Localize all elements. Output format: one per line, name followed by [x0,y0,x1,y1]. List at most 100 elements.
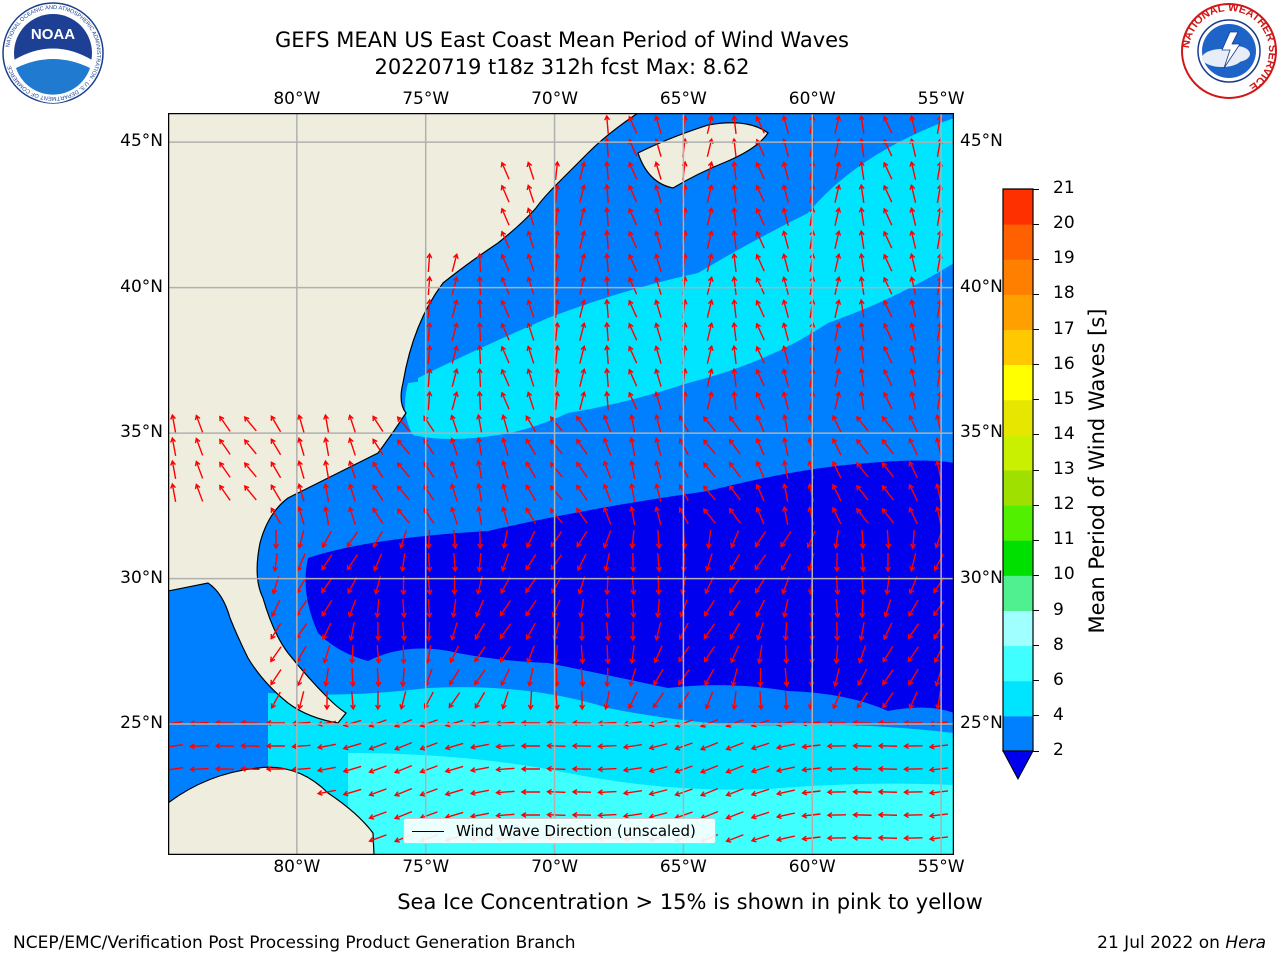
wind-wave-arrow [630,598,637,619]
wind-wave-arrow [368,834,387,843]
wind-wave-arrow [826,812,847,819]
wind-wave-arrow [883,230,893,249]
wind-wave-arrow [604,114,611,135]
wind-wave-arrow [579,390,587,410]
colorbar-tick-label: 12 [1053,494,1075,515]
wind-wave-arrow [604,667,611,688]
wind-wave-arrow [444,742,464,751]
wind-wave-arrow [928,835,949,842]
sea-ice-note: Sea Ice Concentration > 15% is shown in … [397,890,983,914]
wind-wave-arrow [834,160,842,180]
wind-wave-arrow [602,530,612,549]
wind-wave-arrow [219,438,231,455]
wind-wave-arrow [775,743,795,751]
wind-wave-arrow [654,253,662,272]
wind-wave-arrow [375,621,382,642]
wind-wave-arrow [706,275,714,295]
wind-wave-arrow [373,553,383,572]
wind-wave-arrow [396,416,410,432]
wind-wave-arrow [652,692,665,709]
wind-wave-arrow [725,834,744,843]
wind-wave-arrow [654,276,662,295]
colorbar-tick-mark [1033,539,1039,541]
lat-tick-right: 40°N [960,276,1003,297]
wind-wave-arrow [628,368,638,387]
wind-wave-arrow [500,161,510,180]
colorbar-segment [1003,680,1033,717]
wind-wave-arrow [316,766,336,773]
wind-wave-arrow [881,415,895,432]
wind-wave-arrow [909,298,917,318]
wind-wave-arrow [859,552,866,573]
wind-wave-arrow [729,553,741,571]
legend-line-swatch [412,830,444,832]
wind-wave-arrow [783,667,790,688]
wind-wave-arrow [297,437,305,456]
wind-wave-arrow [449,460,458,479]
wind-wave-arrow [755,253,765,272]
wind-wave-arrow [240,742,260,749]
wind-wave-arrow [750,742,770,751]
wind-wave-arrow [170,436,177,456]
wind-wave-arrow [629,413,636,433]
wind-wave-arrow [826,789,847,796]
wind-wave-arrow [655,529,662,550]
wind-wave-arrow [526,299,535,318]
wind-wave-arrow [170,413,177,433]
colorbar-segment [1003,645,1033,682]
wind-wave-arrow [702,415,716,432]
colorbar-tick-mark [1033,750,1039,752]
wind-wave-arrow [704,668,715,687]
wind-wave-arrow [265,743,286,750]
wind-wave-arrow [622,743,643,750]
wind-wave-arrow [731,114,738,135]
lat-tick-left: 40°N [120,276,163,297]
colorbar-tick-label: 13 [1053,459,1075,479]
wind-wave-arrow [731,206,738,227]
wind-wave-arrow [782,505,789,525]
wind-wave-arrow [474,669,486,686]
wind-wave-arrow [501,437,509,456]
colorbar-tick-mark [1033,188,1039,190]
wind-wave-arrow [852,811,872,818]
colorbar-tick-mark [1033,434,1039,436]
wind-wave-arrow [576,553,587,572]
wind-wave-arrow [323,459,330,479]
wind-wave-arrow [654,413,662,433]
wind-wave-arrow [426,344,433,365]
wind-wave-arrow [451,390,459,410]
wind-wave-arrow [731,298,738,319]
wind-wave-arrow [755,276,765,295]
wind-wave-arrow [170,459,177,479]
wind-wave-arrow [240,765,260,772]
wind-wave-arrow [781,114,789,134]
map-panel[interactable] [167,112,955,856]
wind-wave-arrow [501,530,508,550]
wind-wave-arrow [731,690,738,711]
wind-wave-arrow [526,207,535,226]
wind-wave-arrow [703,623,716,640]
wind-wave-arrow [654,391,662,410]
wind-wave-arrow [554,206,561,227]
wind-wave-arrow [877,765,898,772]
wind-wave-arrow [909,252,917,272]
wind-wave-arrow [883,599,892,618]
wind-wave-arrow [654,115,662,134]
wind-wave-arrow [444,788,464,797]
wind-wave-arrow [342,742,362,751]
wind-wave-arrow [725,811,744,820]
wind-wave-arrow [933,577,945,594]
wind-wave-arrow [775,812,795,820]
wind-wave-arrow [908,668,919,686]
wind-wave-arrow [755,161,765,180]
wind-wave-arrow [858,321,865,342]
wind-wave-arrow [653,668,664,686]
wind-wave-arrow [807,553,815,573]
wind-wave-arrow [903,743,923,750]
wind-wave-arrow [629,436,636,456]
wind-wave-arrow [444,765,464,774]
wind-wave-arrow [628,115,638,134]
colorbar-tick-label: 17 [1053,318,1075,339]
wind-wave-arrow [495,766,515,773]
wind-wave-arrow [396,439,410,455]
